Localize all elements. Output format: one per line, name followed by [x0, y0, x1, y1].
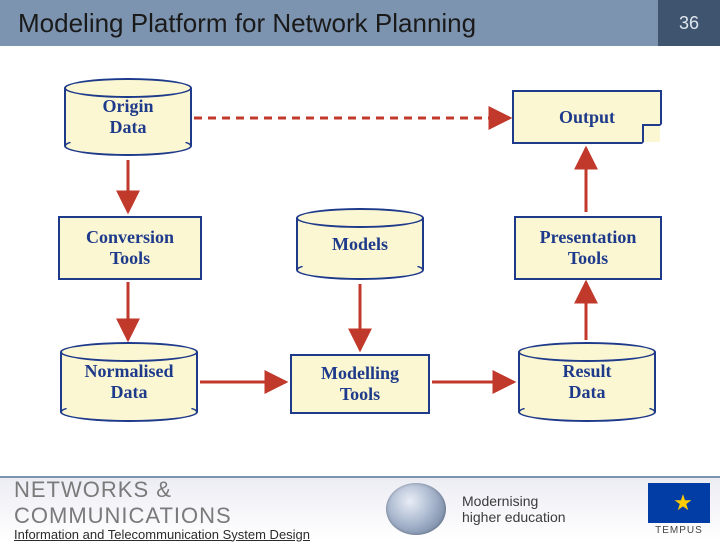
brand-subtitle: Information and Telecommunication System…: [14, 527, 380, 542]
node-result: Result Data: [518, 342, 656, 422]
eu-badge: ★ TEMPUS: [648, 483, 710, 536]
node-modelling: Modelling Tools: [290, 354, 430, 414]
node-conversion: Conversion Tools: [58, 216, 202, 280]
node-normalised: Normalised Data: [60, 342, 198, 422]
node-models: Models: [296, 208, 424, 280]
globe-icon: [386, 483, 446, 535]
title-bar: Modeling Platform for Network Planning: [0, 0, 720, 46]
tag-line2: higher education: [462, 509, 566, 525]
diagram-canvas: Origin Data Output Conversion Tools Models P…: [24, 56, 696, 466]
footer-tag: Modernising higher education: [462, 493, 566, 525]
page-number: 36: [658, 0, 720, 46]
tag-line1: Modernising: [462, 493, 566, 509]
footer-brand: NETWORKS & COMMUNICATIONS Information an…: [0, 477, 380, 542]
eu-flag-icon: ★: [648, 483, 710, 523]
node-output: Output: [512, 90, 662, 144]
node-presentation: Presentation Tools: [514, 216, 662, 280]
tempus-label: TEMPUS: [655, 525, 703, 536]
slide-title: Modeling Platform for Network Planning: [18, 8, 476, 39]
brand-title: NETWORKS & COMMUNICATIONS: [14, 477, 380, 529]
footer: NETWORKS & COMMUNICATIONS Information an…: [0, 476, 720, 540]
node-origin: Origin Data: [64, 78, 192, 156]
